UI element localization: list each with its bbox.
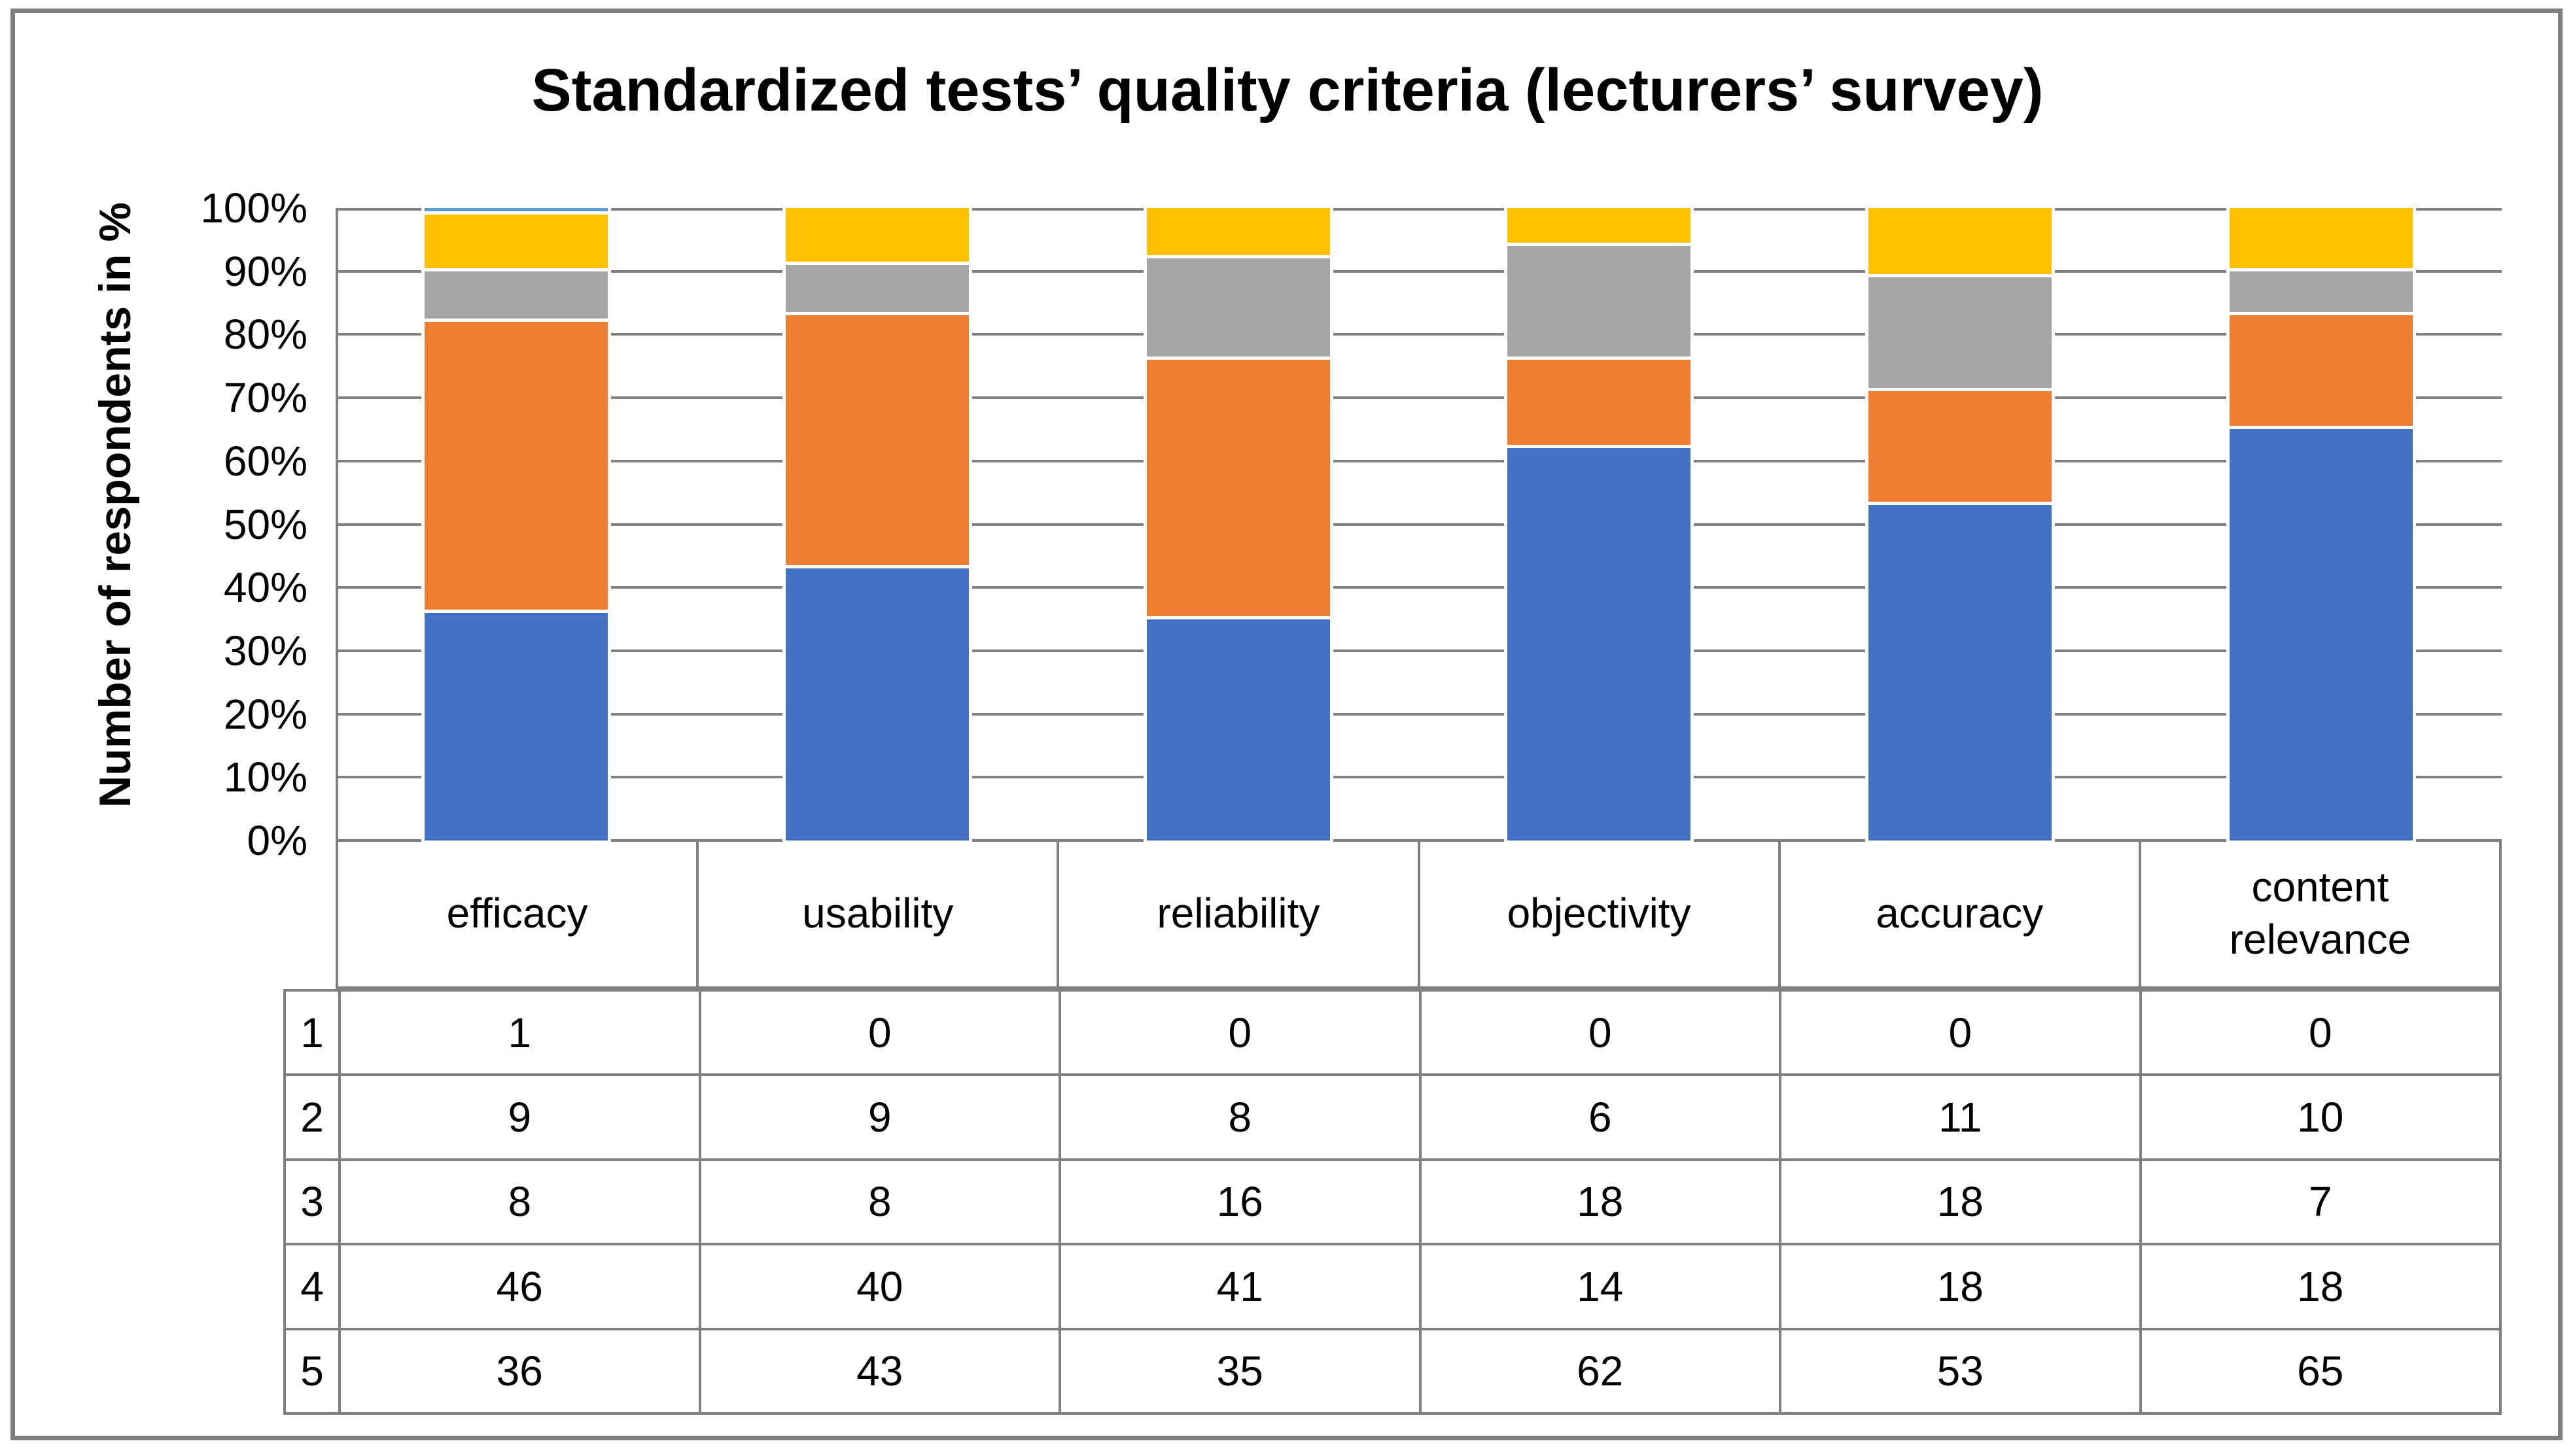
y-tick-label-30pct: 30% [223,627,307,674]
table-cell-row3-usability: 8 [701,1160,1061,1246]
y-tick-label-10pct: 10% [223,754,307,801]
gridline-90pct [336,269,2502,273]
row-number-cell-5: 5 [286,1330,341,1415]
table-cell-row3-reliability: 16 [1061,1160,1422,1246]
bar-segment-efficacy-series-4 [424,322,608,613]
y-tick-label-80pct: 80% [223,311,307,358]
category-header-accuracy: accuracy [1780,839,2141,989]
table-cell-row1-objectivity: 0 [1421,992,1781,1077]
table-cell-row2-content-relevance: 10 [2141,1076,2502,1161]
category-header-usability: usability [699,839,1060,989]
table-cell-row5-reliability: 35 [1061,1330,1422,1415]
table-cell-row2-usability: 9 [701,1076,1061,1161]
y-tick-label-100pct: 100% [200,184,307,232]
bar-segment-content-relevance-series-5 [2230,429,2413,841]
gridline-20pct [336,712,2502,716]
table-cell-row5-usability: 43 [701,1330,1061,1415]
bar-segment-efficacy-series-5 [424,612,608,841]
table-cell-row5-efficacy: 36 [341,1330,701,1415]
table-cell-row5-objectivity: 62 [1421,1330,1781,1415]
table-cell-row4-accuracy: 18 [1781,1245,2142,1330]
bar-segment-reliability-series-2 [1146,208,1330,259]
table-cell-row4-efficacy: 46 [341,1245,701,1330]
bar-segment-efficacy-series-1 [424,208,608,215]
table-cell-row1-content-relevance: 0 [2141,992,2502,1077]
table-cell-row2-efficacy: 9 [341,1076,701,1161]
chart-data-table: 1 1 0 0 0 0 0 2 9 9 8 6 11 10 3 8 8 16 18 18 7 4 46 40 41 14 18 18 5… [283,989,2502,1415]
bar-segment-reliability-series-4 [1146,360,1330,619]
bar-segment-accuracy-series-2 [1868,208,2052,278]
row-number-cell-2: 2 [286,1076,341,1161]
y-tick-label-40pct: 40% [223,564,307,612]
gridline-80pct [336,333,2502,336]
table-cell-row1-usability: 0 [701,992,1061,1077]
category-header-objectivity: objectivity [1420,839,1781,989]
bar-segment-usability-series-2 [785,208,969,266]
y-tick-label-90pct: 90% [223,247,307,295]
category-header-efficacy: efficacy [338,839,699,989]
bar-segment-content-relevance-series-3 [2230,271,2413,316]
table-cell-row5-accuracy: 53 [1781,1330,2142,1415]
bar-segment-accuracy-series-5 [1868,505,2052,841]
table-cell-row4-objectivity: 14 [1421,1245,1781,1330]
table-cell-row2-accuracy: 11 [1781,1076,2142,1161]
table-cell-row1-efficacy: 1 [341,992,701,1077]
bar-segment-objectivity-series-4 [1507,360,1691,449]
plot-area [336,208,2502,842]
bar-segment-reliability-series-5 [1146,619,1330,841]
bar-segment-objectivity-series-3 [1507,246,1691,360]
y-tick-label-70pct: 70% [223,374,307,422]
table-cell-row4-reliability: 41 [1061,1245,1422,1330]
bar-segment-usability-series-5 [785,568,969,841]
table-cell-row3-efficacy: 8 [341,1160,701,1246]
table-cell-row5-content-relevance: 65 [2141,1330,2502,1415]
y-tick-label-20pct: 20% [223,690,307,738]
chart-title: Standardized tests’ quality criteria (le… [531,57,2044,124]
table-cell-row3-objectivity: 18 [1421,1160,1781,1246]
table-cell-row1-accuracy: 0 [1781,992,2142,1077]
gridline-100pct [336,208,2502,211]
y-tick-label-60pct: 60% [223,437,307,485]
row-number-cell-4: 4 [286,1245,341,1330]
gridline-60pct [336,459,2502,462]
figure-outer-border [10,9,2563,1440]
bar-segment-reliability-series-3 [1146,258,1330,360]
bar-segment-efficacy-series-3 [424,271,608,322]
bar-segment-content-relevance-series-2 [2230,208,2413,271]
bar-segment-objectivity-series-2 [1507,208,1691,247]
row-number-cell-1: 1 [286,992,341,1077]
bar-segment-usability-series-4 [785,315,969,569]
bar-segment-objectivity-series-5 [1507,448,1691,841]
gridline-30pct [336,649,2502,652]
category-header-content-relevance: content relevance [2141,839,2502,989]
gridline-40pct [336,586,2502,589]
gridline-50pct [336,523,2502,526]
table-cell-row2-reliability: 8 [1061,1076,1422,1161]
bar-segment-usability-series-3 [785,265,969,316]
gridline-10pct [336,776,2502,779]
table-cell-row4-content-relevance: 18 [2141,1245,2502,1330]
gridline-70pct [336,396,2502,400]
table-cell-row2-objectivity: 6 [1421,1076,1781,1161]
table-cell-row1-reliability: 0 [1061,992,1422,1077]
table-cell-row4-usability: 40 [701,1245,1061,1330]
category-header-row: efficacy usability reliability objectivity a… [336,839,2502,989]
table-cell-row3-content-relevance: 7 [2141,1160,2502,1246]
y-tick-label-0pct: 0% [247,817,308,864]
y-tick-label-50pct: 50% [223,500,307,548]
row-number-cell-3: 3 [286,1160,341,1246]
bar-segment-efficacy-series-2 [424,214,608,271]
bar-segment-accuracy-series-4 [1868,391,2052,506]
bar-segment-content-relevance-series-4 [2230,315,2413,430]
bar-segment-accuracy-series-3 [1868,277,2052,392]
table-cell-row3-accuracy: 18 [1781,1160,2142,1246]
category-header-reliability: reliability [1059,839,1420,989]
